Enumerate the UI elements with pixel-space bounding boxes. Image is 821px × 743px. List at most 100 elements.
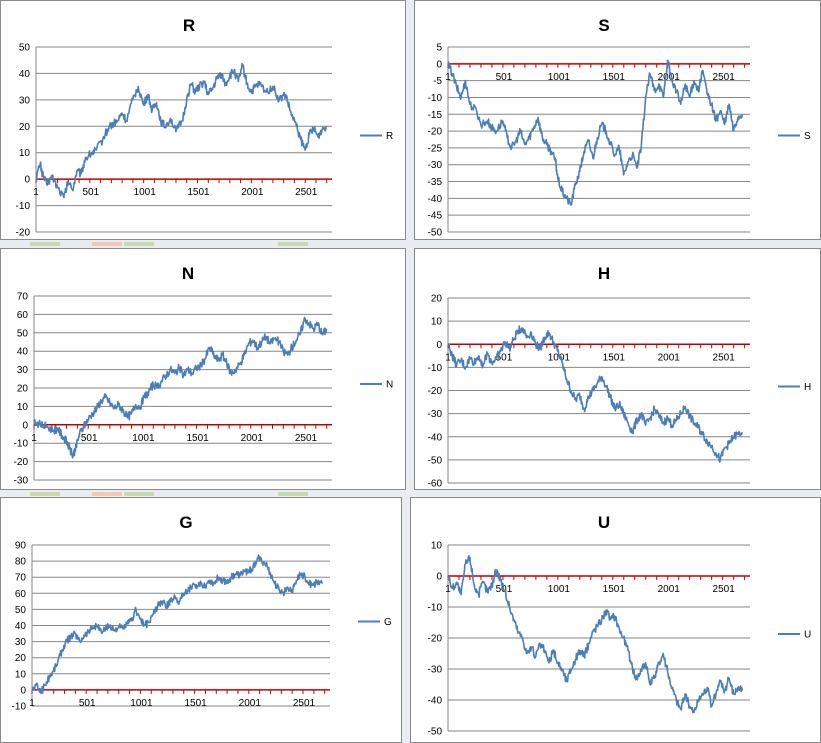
x-tick-label: 1501 — [186, 433, 209, 444]
series-line — [33, 316, 328, 459]
y-tick-label: 90 — [15, 541, 27, 552]
y-tick-label: -10 — [16, 201, 31, 212]
y-tick-label: -10 — [428, 603, 443, 614]
x-tick-label: 2001 — [241, 187, 264, 198]
y-tick-label: 80 — [15, 557, 27, 568]
series-line — [35, 62, 327, 199]
series-line — [447, 59, 744, 206]
cell-strip — [124, 242, 154, 246]
series-line — [31, 554, 324, 695]
y-tick-label: 20 — [19, 122, 31, 133]
y-tick-label: -30 — [14, 476, 29, 487]
y-tick-label: -20 — [16, 228, 31, 239]
chart-title: S — [598, 16, 609, 35]
series-line — [447, 555, 744, 714]
y-tick-label: 20 — [17, 384, 29, 395]
chart-title: H — [598, 264, 610, 283]
y-tick-label: 0 — [20, 685, 26, 696]
cell-strip — [124, 492, 154, 496]
chart-panel-g: G 90 80 70 60 50 40 30 20 10 0 -10 1 501 1001 1501 2001 2… — [0, 497, 402, 743]
x-tick-label: 1501 — [603, 584, 626, 595]
x-tick-label: 1001 — [130, 698, 153, 709]
x-tick-label: 1501 — [187, 187, 210, 198]
x-tick-label: 1 — [31, 433, 37, 444]
x-tick-label: 2501 — [293, 698, 316, 709]
chart-title: N — [182, 264, 194, 283]
x-tick-label: 1 — [445, 584, 451, 595]
y-tick-label: -5 — [433, 76, 442, 87]
cell-strip — [92, 242, 122, 246]
x-tick-label: 2501 — [713, 72, 736, 83]
x-tick-label: 2501 — [713, 584, 736, 595]
x-tick-label: 501 — [82, 187, 99, 198]
chart-panel-r: R 50 40 30 20 10 0 -10 -20 1 501 1001 1501 2001 2501 R — [0, 0, 406, 240]
x-tick-label: 2001 — [241, 433, 264, 444]
chart-svg: S50-5-10-15-20-25-30-35-40-45-501 501 1001… — [428, 16, 811, 239]
y-tick-label: 10 — [15, 669, 27, 680]
chart-title: R — [183, 16, 195, 35]
x-tick-label: 1001 — [134, 187, 157, 198]
cell-strip — [92, 492, 122, 496]
y-tick-label: 30 — [15, 637, 27, 648]
y-tick-label: 40 — [15, 621, 27, 632]
y-tick-label: -20 — [428, 127, 443, 138]
y-tick-label: 60 — [17, 310, 29, 321]
y-tick-label: 40 — [17, 347, 29, 358]
y-tick-label: 50 — [17, 328, 29, 339]
y-tick-label: -10 — [12, 702, 27, 713]
y-tick-label: 0 — [436, 59, 442, 70]
chart-panel-n: N 70 60 50 40 30 20 10 0 -10 -20 -30 1 501 1001 1501 200… — [0, 248, 406, 490]
chart-title: G — [179, 513, 192, 532]
y-tick-label: 10 — [431, 317, 443, 328]
y-tick-label: 60 — [15, 589, 27, 600]
cell-strip — [278, 492, 308, 496]
y-tick-label: 10 — [431, 541, 443, 552]
y-tick-label: 10 — [19, 148, 31, 159]
x-tick-label: 501 — [79, 698, 96, 709]
legend-label: G — [384, 617, 392, 628]
y-tick-label: 20 — [15, 653, 27, 664]
y-tick-label: -40 — [428, 432, 443, 443]
y-tick-label: -40 — [428, 194, 443, 205]
y-tick-label: -20 — [14, 457, 29, 468]
y-tick-label: -40 — [428, 696, 443, 707]
y-tick-label: -20 — [428, 386, 443, 397]
y-tick-label: -10 — [14, 439, 29, 450]
x-tick-label: 2001 — [239, 698, 262, 709]
x-tick-label: 501 — [81, 433, 98, 444]
x-tick-label: 2501 — [713, 352, 736, 363]
cell-strip — [30, 242, 60, 246]
y-tick-label: -20 — [428, 634, 443, 645]
chart-panel-u: U 10 0 -10 -20 -30 -40 -50 1 501 1001 1501 2001 2501 U — [410, 497, 821, 743]
x-tick-label: 1 — [33, 187, 39, 198]
y-tick-label: -10 — [428, 93, 443, 104]
y-tick-label: 30 — [19, 95, 31, 106]
legend-label: R — [386, 131, 393, 142]
y-tick-label: -50 — [428, 455, 443, 466]
y-tick-label: 5 — [436, 43, 442, 54]
y-tick-label: 0 — [436, 340, 442, 351]
chart-panel-s: S 5 0 -5 -10 -15 -20 -25 -30 -35 -40 -45 -50 1 501 1001… — [414, 0, 821, 240]
x-tick-label: 1001 — [132, 433, 155, 444]
x-tick-label: 1501 — [184, 698, 207, 709]
cell-strip — [278, 242, 308, 246]
x-tick-label: 1 — [445, 352, 451, 363]
y-tick-label: -45 — [428, 211, 443, 222]
y-tick-label: -50 — [428, 228, 443, 239]
y-tick-label: -30 — [428, 409, 443, 420]
y-tick-label: -30 — [428, 160, 443, 171]
x-tick-label: 1001 — [548, 72, 571, 83]
x-tick-label: 1501 — [603, 352, 626, 363]
y-tick-label: 50 — [19, 43, 31, 54]
x-tick-label: 2501 — [295, 433, 318, 444]
y-tick-label: 0 — [436, 572, 442, 583]
y-tick-label: 40 — [19, 69, 31, 80]
x-tick-label: 501 — [496, 72, 513, 83]
y-tick-label: 20 — [431, 294, 443, 305]
x-tick-label: 1 — [29, 698, 35, 709]
y-tick-label: -30 — [428, 665, 443, 676]
y-tick-label: 50 — [15, 605, 27, 616]
